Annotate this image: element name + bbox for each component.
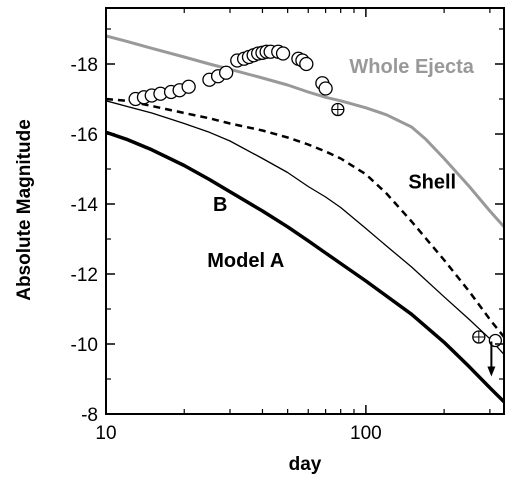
observation-point [181, 79, 196, 94]
x-tick-label: 100 [350, 423, 382, 444]
y-tick-label: -14 [71, 195, 99, 216]
y-tick-label: -10 [71, 335, 98, 356]
series-line-shell [106, 97, 504, 338]
plot-frame [105, 7, 505, 415]
observation-point [299, 56, 314, 72]
annotation-label: B [213, 194, 227, 216]
annotation-label: Whole Ejecta [349, 56, 474, 78]
y-axis-title: Absolute Magnitude [14, 119, 35, 301]
y-tick-label: -16 [71, 125, 98, 146]
annotations-layer: Whole Ejecta Shell B Model A [207, 56, 474, 272]
observation-points-layer [128, 44, 503, 377]
observation-point [275, 46, 291, 61]
ticks-layer: -8 -10 -12 -14 -16 -18 10 100 [71, 8, 504, 444]
y-tick-label: -8 [81, 405, 98, 426]
observation-point [318, 81, 333, 96]
annotation-label: Model A [207, 250, 284, 272]
y-tick-label: -12 [71, 265, 98, 286]
x-axis-title: day [289, 454, 322, 475]
y-tick-label: -18 [71, 55, 98, 76]
upper-limit-arrowhead [487, 366, 496, 377]
annotation-label: Shell [408, 171, 456, 193]
observation-point [219, 65, 234, 80]
x-tick-label: 10 [95, 423, 116, 444]
series-line-whole [106, 34, 504, 228]
series-line-model_a [106, 130, 504, 404]
series-layer [106, 34, 504, 404]
series-line-model_b [106, 100, 504, 355]
